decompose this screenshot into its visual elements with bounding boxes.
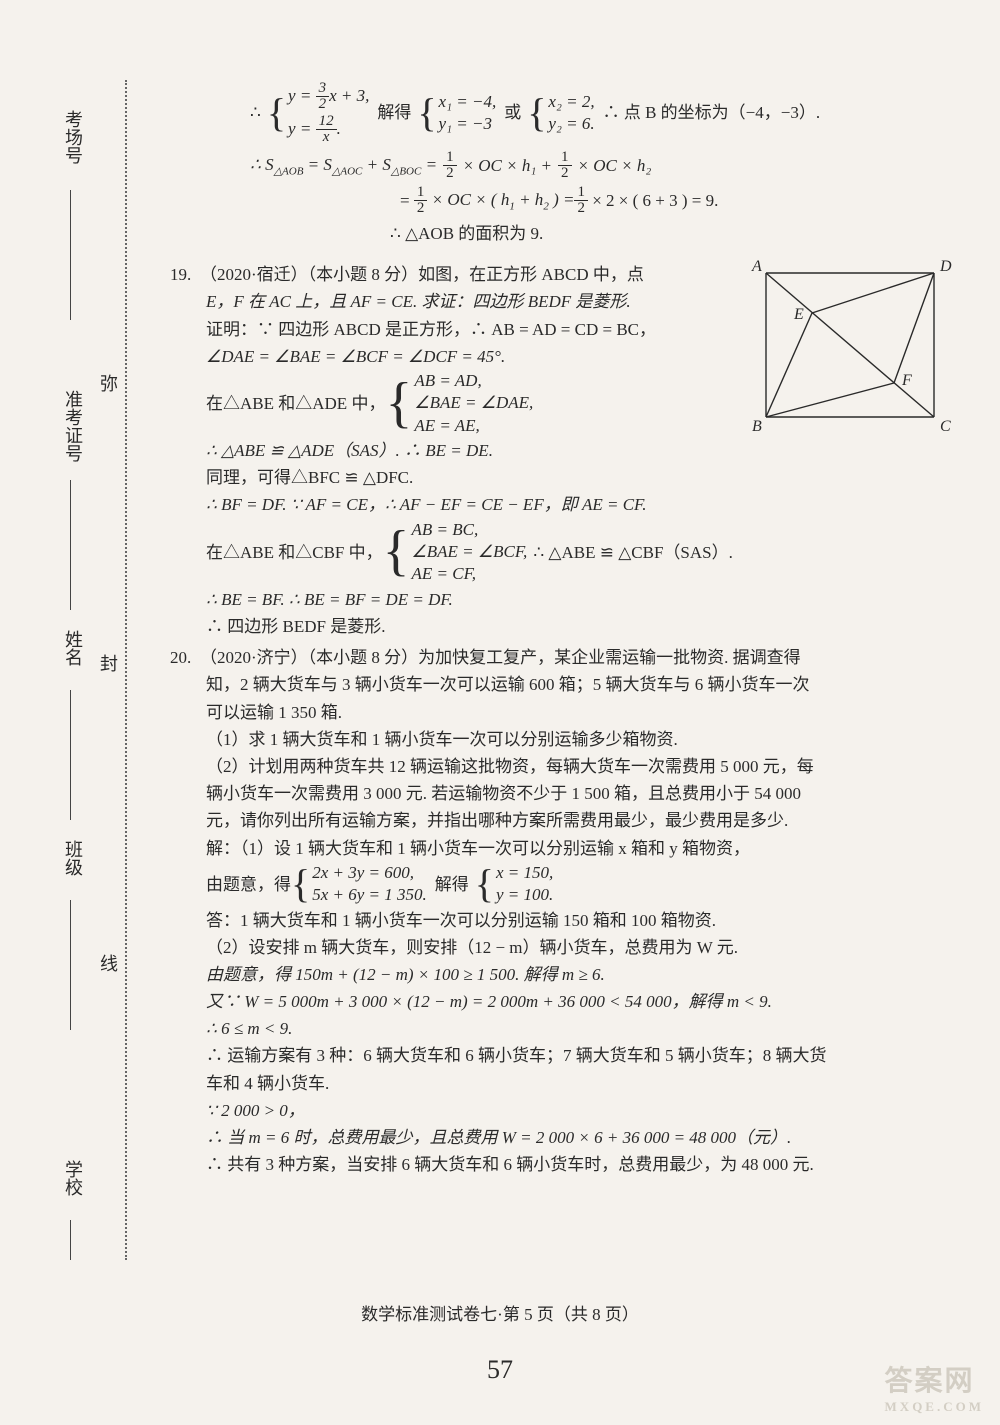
svg-text:D: D bbox=[939, 258, 952, 275]
sol1b: y₁ = −3 bbox=[437, 113, 499, 135]
sidebar-blank-line bbox=[70, 190, 71, 320]
sidebar-blank-line bbox=[70, 480, 71, 610]
q19-diagram: A D B C E F bbox=[746, 255, 956, 435]
sidebar-blank-line bbox=[70, 1220, 71, 1260]
svg-text:B: B bbox=[752, 418, 762, 435]
svg-text:A: A bbox=[751, 258, 762, 275]
sidebar-label: 考场号 bbox=[60, 110, 86, 164]
sol1a: x₁ = −4, bbox=[437, 91, 499, 113]
svg-text:F: F bbox=[901, 372, 912, 389]
svg-text:C: C bbox=[940, 418, 951, 435]
q19-number: 19. bbox=[170, 261, 200, 288]
sidebar-label: 准考证号 bbox=[60, 390, 86, 462]
svg-text:E: E bbox=[793, 306, 804, 323]
watermark: 答案网 MXQE.COM bbox=[885, 1359, 984, 1415]
content-column: ∴ { y = 32x + 3, y = 12x. 解得 { x₁ = −4, … bbox=[160, 80, 950, 1182]
fold-label: 弥 bbox=[100, 370, 118, 396]
q20-number: 20. bbox=[170, 644, 200, 671]
q20-sys: 由题意，得 {2x + 3y = 600,5x + 6y = 1 350. 解得… bbox=[170, 862, 950, 907]
eq18-area-line1: ∴ S△AOB = S△AOC + S△BOC = 12 × OC × h₁ +… bbox=[170, 150, 950, 181]
sidebar-blank-line bbox=[70, 690, 71, 820]
eq18-area-concl: ∴ △AOB 的面积为 9. bbox=[170, 220, 950, 247]
page-footer: 数学标准测试卷七·第 5 页（共 8 页） bbox=[0, 1300, 1000, 1325]
sidebar-label: 学校 bbox=[60, 1160, 86, 1196]
handwritten-page-number: 57 bbox=[487, 1355, 513, 1385]
eq18-area-line2: = 12 × OC × ( h1 + h2 ) = 12 × 2 × ( 6 +… bbox=[170, 185, 950, 216]
sidebar-label: 班级 bbox=[60, 840, 86, 876]
fold-label: 封 bbox=[100, 650, 118, 676]
sol2a: x₂ = 2, bbox=[546, 91, 596, 113]
answer-sheet-sidebar: 考场号准考证号姓名班级学校 弥封线 bbox=[60, 80, 160, 1182]
fold-label: 线 bbox=[100, 950, 118, 976]
sol2b: y₂ = 6. bbox=[546, 113, 596, 135]
conclusion-b: ∴ 点 B 的坐标为（−4，−3）. bbox=[603, 99, 821, 126]
fold-dotline bbox=[125, 80, 127, 1260]
sidebar-blank-line bbox=[70, 900, 71, 1030]
or-label: 或 bbox=[504, 99, 521, 126]
eq18-system: ∴ { y = 32x + 3, y = 12x. 解得 { x₁ = −4, … bbox=[170, 80, 950, 146]
q19-sys2: 在△ABE 和△CBF 中， { AB = BC,∠BAE = ∠BCF,AE … bbox=[170, 519, 950, 586]
q19-sys1: 在△ABE 和△ADE 中， { AB = AD,∠BAE = ∠DAE,AE … bbox=[170, 370, 730, 437]
question-20: 20.（2020·济宁）（本小题 8 分）为加快复工复产，某企业需运输一批物资.… bbox=[170, 644, 950, 1178]
question-19: 19.（2020·宿迁）（本小题 8 分）如图，在正方形 ABCD 中，点 E，… bbox=[170, 261, 950, 640]
sidebar-label: 姓名 bbox=[60, 630, 86, 666]
solve-label: 解得 bbox=[377, 99, 411, 126]
page: 考场号准考证号姓名班级学校 弥封线 ∴ { y = 32x + 3, y = 1… bbox=[60, 80, 960, 1182]
